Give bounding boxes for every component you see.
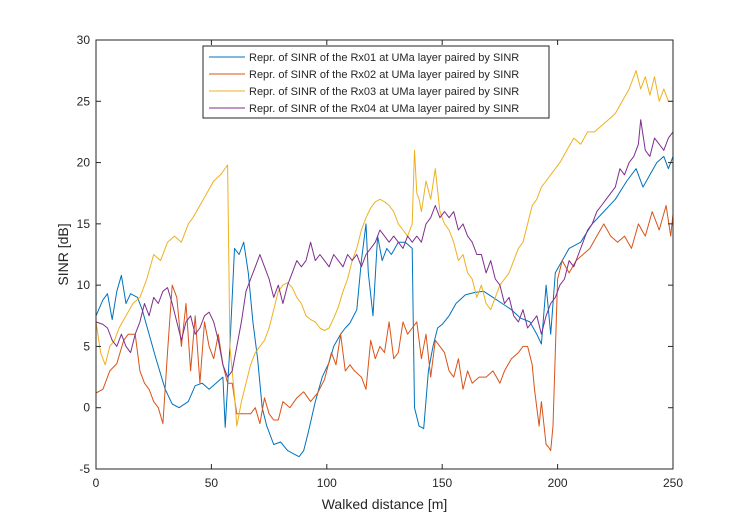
y-tick-label: 5 [83,339,90,353]
legend-label-rx03: Repr. of SINR of the Rx03 at UMa layer p… [249,86,519,98]
x-axis-title: Walked distance [m] [322,496,448,512]
legend-label-rx04: Repr. of SINR of the Rx04 at UMa layer p… [249,103,519,115]
axes-box [95,39,674,470]
series-line-rx02 [95,205,674,452]
x-tick-label: 0 [93,476,100,490]
legend: Repr. of SINR of the Rx01 at UMa layer p… [202,45,550,119]
legend-label-rx02: Repr. of SINR of the Rx02 at UMa layer p… [249,69,519,81]
series-line-rx04 [95,119,674,378]
legend-box [202,45,550,119]
y-tick-label: 0 [83,401,90,415]
y-tick-label: 15 [77,217,91,231]
series-line-rx01 [95,155,674,458]
legend-label-rx01: Repr. of SINR of the Rx01 at UMa layer p… [249,52,519,64]
x-tick-label: 50 [205,476,219,490]
y-axis-title: SINR [dB] [55,223,71,285]
x-tick-label: 200 [548,476,568,490]
x-tick-label: 150 [432,476,452,490]
y-tick-label: -5 [79,462,90,476]
x-tick-label: 100 [317,476,337,490]
x-tick-label: 250 [663,476,683,490]
y-tick-label: 30 [77,33,91,47]
series-line-rx03 [95,70,673,427]
y-tick-label: 20 [77,156,91,170]
y-tick-label: 25 [77,94,91,108]
series-layer [95,70,674,458]
y-tick-label: 10 [77,278,91,292]
